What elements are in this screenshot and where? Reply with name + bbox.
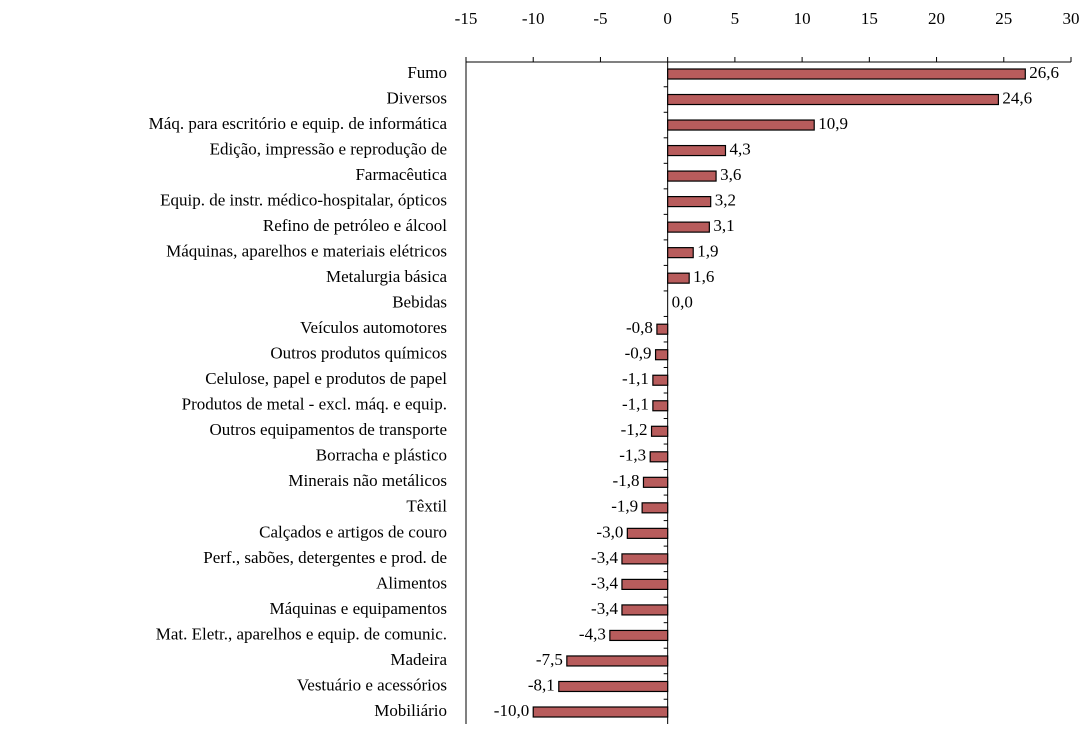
- value-label: -1,8: [613, 471, 640, 490]
- bar: [626, 527, 669, 539]
- value-label: -3,0: [596, 522, 623, 541]
- y-tick-label: Refino de petróleo e álcool: [263, 216, 447, 235]
- y-tick-label: Outros equipamentos de transporte: [210, 420, 447, 439]
- bar: [652, 374, 669, 386]
- y-tick-label: Veículos automotores: [300, 318, 447, 337]
- value-label: -10,0: [494, 701, 529, 720]
- value-label: -1,1: [622, 395, 649, 414]
- y-tick-label: Produtos de metal - excl. máq. e equip.: [182, 395, 447, 414]
- y-tick-label: Equip. de instr. médico-hospitalar, ópti…: [160, 191, 447, 210]
- value-label: 3,1: [713, 216, 734, 235]
- value-label: 1,9: [697, 242, 718, 261]
- value-label: -3,4: [591, 548, 618, 567]
- y-tick-label: Mat. Eletr., aparelhos e equip. de comun…: [156, 624, 447, 643]
- value-label: 4,3: [729, 139, 750, 158]
- y-tick-label: Farmacêutica: [355, 165, 447, 184]
- bar: [667, 119, 815, 131]
- y-tick-label: Borracha e plástico: [316, 446, 447, 465]
- value-label: 10,9: [818, 114, 848, 133]
- y-tick-label: Madeira: [390, 650, 447, 669]
- bar: [656, 323, 669, 335]
- value-label: -1,9: [611, 497, 638, 516]
- x-tick-label: -5: [593, 9, 607, 28]
- x-tick-label: 30: [1063, 9, 1080, 28]
- bar: [649, 451, 669, 463]
- x-tick-label: 10: [794, 9, 811, 28]
- value-label: 1,6: [693, 267, 714, 286]
- x-tick-label: 20: [928, 9, 945, 28]
- value-label: 26,6: [1029, 63, 1059, 82]
- y-tick-label: Calçados e artigos de couro: [259, 522, 447, 541]
- bar: [650, 425, 669, 437]
- value-label: -3,4: [591, 599, 618, 618]
- bar: [667, 272, 690, 284]
- value-label: -0,9: [625, 344, 652, 363]
- y-tick-label: Fumo: [407, 63, 447, 82]
- x-tick-label: -10: [522, 9, 545, 28]
- bar: [621, 578, 669, 591]
- bar: [667, 68, 1026, 80]
- bar: [532, 706, 669, 718]
- bar: [667, 247, 694, 259]
- x-tick-label: 15: [861, 9, 878, 28]
- bar: [641, 502, 669, 514]
- bar: [621, 553, 669, 565]
- y-tick-label: Outros produtos químicos: [270, 344, 447, 363]
- value-label: -1,3: [619, 446, 646, 465]
- bar: [652, 400, 669, 412]
- y-tick-label: Metalurgia básica: [326, 267, 447, 286]
- bar: [558, 680, 669, 693]
- x-tick-label: 25: [995, 9, 1012, 28]
- y-tick-label: Alimentos: [376, 573, 447, 592]
- y-tick-label: Máquinas e equipamentos: [269, 599, 447, 618]
- y-tick-label: Celulose, papel e produtos de papel: [205, 369, 447, 388]
- y-tick-label: Máq. para escritório e equip. de informá…: [149, 114, 448, 133]
- value-label: 0,0: [672, 293, 693, 312]
- value-label: 3,2: [715, 191, 736, 210]
- value-label: 24,6: [1002, 88, 1032, 107]
- bar: [667, 93, 1000, 106]
- y-tick-label: Perf., sabões, detergentes e prod. de: [203, 548, 447, 567]
- x-tick-label: -15: [455, 9, 478, 28]
- value-label: -0,8: [626, 318, 653, 337]
- bar: [667, 170, 717, 182]
- bar: [667, 221, 710, 233]
- y-tick-label: Vestuário e acessórios: [297, 675, 447, 694]
- bar: [609, 629, 669, 642]
- value-label: -4,3: [579, 624, 606, 643]
- value-label: -1,2: [621, 420, 648, 439]
- y-tick-label: Bebidas: [392, 293, 447, 312]
- bar: [667, 144, 727, 157]
- value-label: -3,4: [591, 573, 618, 592]
- x-tick-label: 0: [663, 9, 672, 28]
- y-tick-label: Têxtil: [406, 497, 447, 516]
- value-label: -8,1: [528, 675, 555, 694]
- value-label: -7,5: [536, 650, 563, 669]
- y-tick-label: Minerais não metálicos: [288, 471, 447, 490]
- bar: [566, 655, 669, 667]
- bar: [667, 196, 712, 208]
- y-tick-label: Edição, impressão e reprodução de: [210, 139, 447, 158]
- y-tick-label: Mobiliário: [374, 701, 447, 720]
- y-tick-label: Diversos: [387, 88, 447, 107]
- bar: [621, 604, 669, 616]
- x-tick-label: 5: [731, 9, 740, 28]
- bar: [642, 476, 669, 488]
- value-label: -1,1: [622, 369, 649, 388]
- y-tick-label: Máquinas, aparelhos e materiais elétrico…: [166, 242, 447, 261]
- value-label: 3,6: [720, 165, 741, 184]
- bar: [654, 349, 669, 361]
